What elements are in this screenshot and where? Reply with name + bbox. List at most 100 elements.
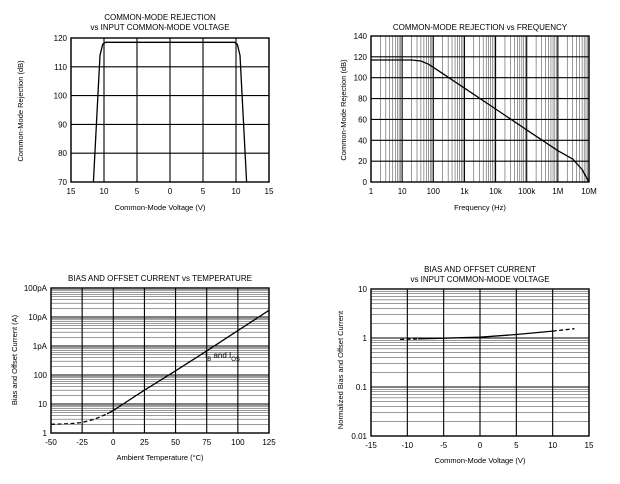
chart1-x-axis-label: Common-Mode Voltage (V) [115,203,206,212]
chart1-grid [70,37,270,183]
chart2-y-tick-labels: 0 20 40 60 80 100 120 140 [354,32,368,187]
series-line-dashed-right [552,328,575,332]
y-tick-label: 100 [54,92,68,101]
series-line-dashed-left [400,338,419,341]
chart4-x-tick-labels: -15 -10 -5 0 5 10 15 [365,441,594,450]
y-tick-label: 90 [58,120,67,129]
series-line-cmr [92,41,248,183]
y-tick-label: 1pA [33,342,48,351]
x-tick-label: 15 [67,187,76,196]
x-tick-label: -25 [76,438,88,447]
plot-frame [50,287,270,434]
chart1-title-line2: vs INPUT COMMON-MODE VOLTAGE [90,23,229,32]
chart4-y-axis-label: Normalized Bias and Offset Current [336,310,345,429]
y-tick-label: 140 [354,32,368,41]
x-tick-label: 100k [518,187,536,196]
chart1-title-line1: COMMON-MODE REJECTION [104,13,216,22]
chart3-title: BIAS AND OFFSET CURRENT vs TEMPERATURE [68,274,252,283]
x-tick-label: 10 [232,187,241,196]
chart1-series [92,41,248,183]
chart4-series [400,328,575,341]
x-tick-label: 1 [369,187,374,196]
x-tick-label: 1k [460,187,469,196]
series-line-ib-and-ios [106,309,270,415]
chart4-title-line1: BIAS AND OFFSET CURRENT [424,265,536,274]
y-tick-label: 0.01 [351,432,367,441]
chart2-grid [370,35,590,183]
y-tick-label: 10pA [28,313,47,322]
y-tick-label: 10 [358,285,367,294]
y-tick-label: 70 [58,178,67,187]
x-tick-label: -15 [365,441,377,450]
y-tick-label: 120 [354,53,368,62]
chart2-title: COMMON-MODE REJECTION vs FREQUENCY [393,23,568,32]
series-line-ib-and-ios-extrapolated- [50,413,108,425]
chart-cmr-vs-freq: COMMON-MODE REJECTION vs FREQUENCY 1 10 10… [339,23,597,212]
y-tick-label: 80 [58,149,67,158]
x-tick-label: 10M [581,187,597,196]
y-tick-label: 100 [354,74,368,83]
chart1-y-axis-label: Common-Mode Rejection (dB) [16,60,25,162]
x-tick-label: 15 [585,441,594,450]
x-tick-label: -50 [45,438,57,447]
x-tick-label: 5 [201,187,206,196]
chart2-x-axis-label: Frequency (Hz) [454,203,506,212]
x-tick-label: 0 [478,441,483,450]
y-tick-label: 0 [363,178,368,187]
chart1-x-tick-labels: 15 10 5 0 5 10 15 [67,187,274,196]
x-tick-label: 10 [100,187,109,196]
x-tick-label: 1M [552,187,563,196]
chart3-x-tick-labels: -50 -25 0 25 50 75 100 125 [45,438,276,447]
x-tick-label: 5 [135,187,140,196]
x-tick-label: 5 [514,441,519,450]
x-tick-label: -5 [440,441,448,450]
chart-ib-vs-temp: BIAS AND OFFSET CURRENT vs TEMPERATURE -… [10,274,276,462]
x-tick-label: 100 [231,438,245,447]
chart-ib-vs-vcm: BIAS AND OFFSET CURRENT vs INPUT COMMON-… [336,265,594,465]
x-tick-label: 15 [265,187,274,196]
x-tick-label: 0 [168,187,173,196]
y-tick-label: 1 [43,429,48,438]
chart4-title-line2: vs INPUT COMMON-MODE VOLTAGE [410,275,549,284]
plot-frame [70,37,270,183]
y-tick-label: 110 [54,63,67,72]
y-tick-label: 40 [358,136,367,145]
chart3-x-axis-label: Ambient Temperature (°C) [116,453,204,462]
x-tick-label: 0 [111,438,116,447]
y-tick-label: 20 [358,157,367,166]
y-tick-label: 60 [358,115,367,124]
x-tick-label: 10k [489,187,503,196]
chart1-y-tick-labels: 70 80 90 100 110 120 [54,34,68,187]
chart2-y-axis-label: Common-Mode Rejection (dB) [339,59,348,161]
y-tick-label: 0.1 [356,383,368,392]
y-tick-label: 120 [54,34,68,43]
chart3-grid [50,287,270,434]
x-tick-label: 100 [427,187,441,196]
y-tick-label: 80 [358,95,367,104]
x-tick-label: 75 [202,438,211,447]
chart4-x-axis-label: Common-Mode Voltage (V) [435,456,526,465]
chart3-series [50,309,270,425]
chart3-annotation: IB and IOS [205,351,240,363]
y-tick-label: 1 [363,334,368,343]
chart3-y-axis-label: Bias and Offset Current (A) [10,314,19,405]
plot-frame [370,35,590,183]
chart3-y-tick-labels: 1 10 100 1pA 10pA 100pA [24,284,48,438]
series-line-normalized-current [418,330,553,340]
x-tick-label: 10 [548,441,557,450]
chart-cmr-vs-vcm: COMMON-MODE REJECTION vs INPUT COMMON-MO… [16,13,274,212]
chart2-series [371,59,590,183]
y-tick-label: 10 [38,400,47,409]
x-tick-label: -10 [402,441,414,450]
chart4-y-tick-labels: 0.01 0.1 1 10 [351,285,367,441]
plot-frame [370,288,590,437]
x-tick-label: 25 [140,438,149,447]
x-tick-label: 50 [171,438,180,447]
series-line-cmr [371,59,590,183]
chart2-x-tick-labels: 1 10 100 1k 10k 100k 1M 10M [369,187,597,196]
x-tick-label: 10 [398,187,407,196]
x-tick-label: 125 [262,438,276,447]
y-tick-label: 100 [34,371,48,380]
y-tick-label: 100pA [24,284,48,293]
